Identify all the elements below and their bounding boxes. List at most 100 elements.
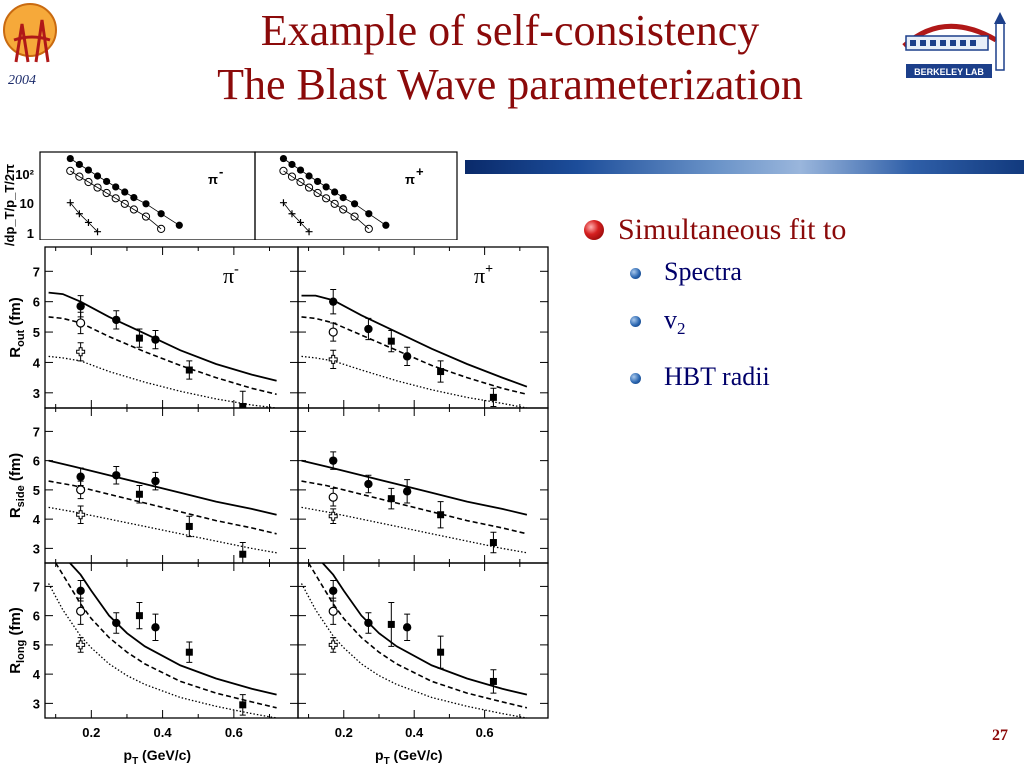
bullet-v2-subscript: 2 — [677, 319, 686, 339]
bullet-v2: v2 — [584, 296, 846, 353]
x-axis-label: pT (GeV/c) — [375, 747, 443, 767]
filled-circle-point — [402, 487, 412, 496]
fit-curve-dotted — [48, 506, 277, 554]
spectra-fit-line — [70, 170, 162, 230]
particle-label: π- — [223, 262, 239, 288]
fit-curve-dashed — [301, 316, 528, 396]
filled-circle-point — [151, 623, 160, 632]
fit-curve-dotted — [48, 583, 277, 718]
filled-circle-point — [112, 315, 121, 325]
fit-curve-dotted — [301, 355, 528, 408]
spectra-filled-point — [279, 154, 288, 163]
logo-year: 2004 — [8, 73, 36, 88]
y-tick-label: 3 — [33, 541, 40, 556]
hbt-figure: π-π+/dp_T/p_T/2π10²1013456734567345670.2… — [2, 151, 549, 767]
spectra-ytick-label: 1 — [27, 226, 34, 241]
y-tick-label: 5 — [33, 638, 40, 653]
spectra-cross-point — [66, 199, 74, 207]
blue-bullet-icon — [630, 373, 641, 385]
open-circle-point — [328, 606, 338, 616]
y-tick-label: 5 — [33, 325, 40, 340]
x-tick-label: 0.2 — [335, 725, 353, 740]
spectra-fit-line — [70, 158, 180, 226]
fit-curve-solid — [48, 291, 277, 382]
filled-square-point — [387, 495, 395, 503]
decorative-band — [465, 160, 1024, 174]
panel-content — [301, 289, 528, 408]
filled-square-point — [135, 612, 143, 620]
blue-bullet-icon — [630, 316, 641, 327]
filled-circle-point — [76, 586, 85, 595]
filled-square-point — [185, 522, 193, 530]
y-tick-label: 7 — [33, 424, 40, 439]
filled-circle-point — [329, 297, 338, 306]
spectra-fit-line — [69, 202, 98, 232]
spectra-ytick-label: 10² — [15, 167, 34, 182]
y-axis-label: Rside (fm) — [7, 453, 27, 518]
spectra-particle-label: π — [405, 172, 415, 187]
open-circle-point — [76, 606, 86, 616]
filled-circle-point — [151, 335, 160, 344]
bullet-spectra-text: Spectra — [664, 257, 742, 286]
open-circle-point — [328, 492, 338, 502]
spectra-open-point — [279, 166, 288, 175]
filled-circle-point — [364, 324, 373, 334]
bullet-hbt: HBT radii — [584, 353, 846, 401]
fit-curve-dashed — [301, 480, 528, 535]
y-tick-label: 3 — [33, 696, 40, 711]
fit-curve-dashed — [48, 316, 277, 396]
open-cross-point — [76, 510, 86, 520]
open-circle-point — [328, 327, 338, 337]
filled-square-point — [135, 490, 143, 498]
spectra-ylabel: /dp_T/p_T/2π — [2, 164, 17, 246]
filled-square-point — [489, 539, 497, 547]
spectra-open-point — [66, 166, 75, 175]
panel-frame — [297, 407, 549, 564]
panel-frame — [44, 562, 299, 719]
panel-frame — [297, 246, 549, 409]
filled-circle-point — [76, 302, 85, 311]
filled-square-point — [387, 620, 395, 628]
fit-curve-solid — [301, 459, 528, 516]
panel-content — [300, 563, 528, 718]
fit-curve-dashed — [55, 563, 277, 709]
spectra-fit-line — [283, 170, 370, 230]
filled-circle-point — [329, 456, 338, 465]
y-tick-label: 3 — [33, 386, 40, 401]
filled-square-point — [489, 393, 497, 401]
x-axis-label: pT (GeV/c) — [124, 747, 192, 767]
x-tick-label: 0.2 — [82, 725, 100, 740]
y-tick-label: 5 — [33, 483, 40, 498]
panel-content — [48, 563, 277, 718]
x-tick-label: 0.6 — [225, 725, 243, 740]
y-tick-label: 6 — [33, 609, 40, 624]
filled-square-point — [489, 677, 497, 685]
filled-circle-point — [112, 618, 121, 628]
spectra-strip — [39, 151, 458, 240]
logo-text: BERKELEY LAB — [914, 67, 984, 77]
title-line-2: The Blast Wave parameterization — [217, 60, 803, 109]
filled-square-point — [185, 366, 193, 374]
filled-square-point — [437, 511, 445, 519]
y-tick-label: 4 — [33, 355, 41, 370]
bullet-spectra: Spectra — [584, 248, 846, 296]
open-circle-point — [76, 485, 86, 495]
slide-title: Example of self-consistency The Blast Wa… — [110, 4, 910, 112]
spectra-charge-label: - — [219, 164, 223, 179]
y-tick-label: 6 — [33, 454, 40, 469]
fit-curve-solid — [69, 563, 277, 696]
open-cross-point — [76, 640, 86, 650]
spectra-cross-point — [94, 228, 102, 236]
open-circle-point — [76, 318, 86, 328]
fit-curve-dotted — [300, 583, 528, 718]
y-tick-label: 4 — [33, 512, 41, 527]
red-bullet-icon — [584, 220, 604, 240]
spectra-ytick-label: 10 — [20, 196, 34, 211]
filled-square-point — [135, 334, 143, 342]
filled-circle-point — [364, 618, 373, 628]
x-tick-label: 0.6 — [476, 725, 494, 740]
filled-circle-point — [151, 476, 160, 486]
bullet-hbt-text: HBT radii — [664, 362, 770, 392]
x-tick-label: 0.4 — [405, 725, 424, 740]
panel-content — [48, 291, 277, 408]
